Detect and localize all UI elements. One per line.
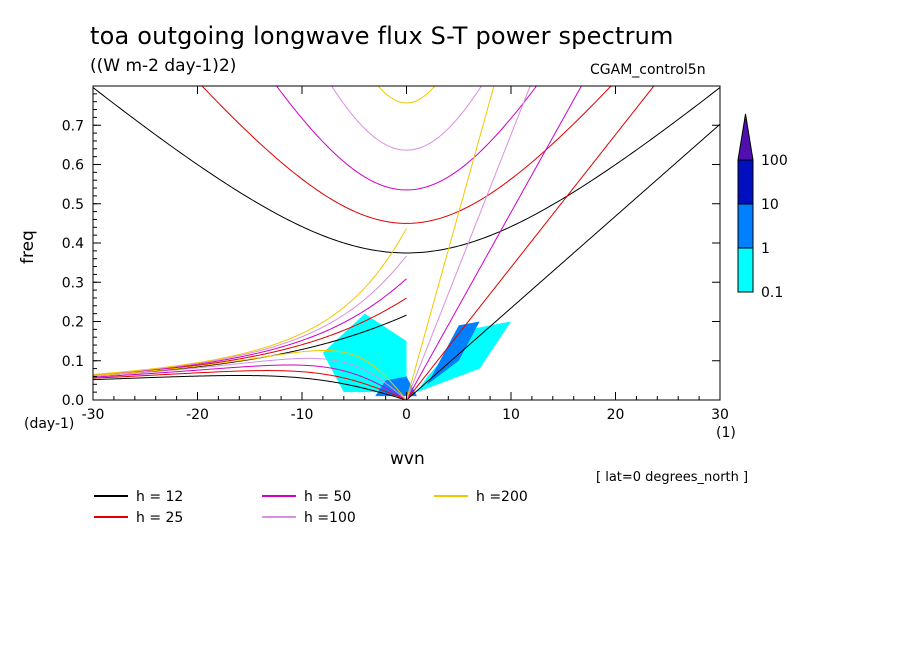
colorbar-label: 0.1 (761, 285, 783, 301)
y-tick-label: 0.1 (62, 354, 84, 370)
legend-label-h50: h = 50 (304, 489, 351, 505)
colorbar-segment-2 (737, 159, 754, 205)
dispersion-curves (93, 86, 720, 400)
y-tick-label: 0.2 (62, 315, 84, 331)
x-tick-label: -20 (186, 407, 209, 423)
y-tick-label: 0.6 (62, 158, 84, 174)
legend-label-h12: h = 12 (136, 489, 183, 505)
y-tick-label: 0.7 (62, 118, 84, 134)
legend-label-h200: h =200 (476, 489, 528, 505)
chart-units: ((W m-2 day-1)2) (90, 56, 237, 76)
y-tick-label: 0.5 (62, 197, 84, 213)
legend: h = 12 h = 25 h = 50 h =100 h =200 (94, 489, 528, 526)
kelvin-curve-h50 (406, 86, 582, 400)
colorbar: 0.1 1 10 100 (737, 113, 788, 301)
power-region-1 (416, 321, 511, 393)
colorbar-arrow (737, 113, 754, 161)
colorbar-segment-1 (737, 203, 754, 249)
x-tick-label: 20 (607, 407, 625, 423)
colorbar-label: 10 (761, 197, 779, 213)
x-axis-label: wvn (390, 449, 425, 469)
x-tick-label: -30 (82, 407, 105, 423)
kelvin-curve-h25 (406, 86, 655, 400)
plot-axes: -30 -20 -10 0 10 20 30 0.0 0.1 0.2 0.3 0.4 0.5 0.6 0.7 (62, 85, 729, 423)
kelvin-curve-h12 (406, 123, 720, 400)
rossby-curve-h12 (93, 374, 407, 400)
power-region-0 (322, 313, 407, 393)
x-tick-label: 10 (502, 407, 520, 423)
x-tick-label: -10 (291, 407, 314, 423)
rossby-curve-h25 (93, 370, 407, 400)
colorbar-label: 1 (761, 241, 770, 257)
y-tick-label: 0.0 (62, 393, 84, 409)
power-region-3 (427, 321, 480, 385)
x-axis-units: (1) (716, 425, 736, 441)
colorbar-segment-0 (737, 247, 754, 293)
latitude-note: [ lat=0 degrees_north ] (596, 470, 749, 485)
rossby-curve-h200 (93, 349, 407, 400)
legend-label-h100: h =100 (304, 510, 356, 526)
ig-curve-h200 (377, 86, 436, 104)
mrg-curve-h200 (93, 228, 407, 375)
ig-curve-h100 (330, 86, 483, 151)
x-tick-label: 30 (711, 407, 729, 423)
legend-label-h25: h = 25 (136, 510, 183, 526)
ig-curve-h25 (201, 86, 612, 224)
ig-curve-h12 (93, 87, 720, 254)
rossby-curve-h100 (93, 357, 407, 400)
x-tick-label: 0 (402, 407, 411, 423)
colorbar-label: 100 (761, 153, 788, 169)
case-name: CGAM_control5n (590, 62, 706, 78)
power-fills (322, 313, 511, 397)
rossby-curve-h50 (93, 364, 407, 400)
kelvin-curve-h200 (406, 86, 495, 400)
y-tick-label: 0.3 (62, 275, 84, 291)
kelvin-curve-h100 (406, 86, 531, 400)
y-tick-label: 0.4 (62, 236, 84, 252)
ig-curve-h50 (275, 86, 538, 191)
chart-title: toa outgoing longwave flux S-T power spe… (90, 22, 674, 50)
y-axis-units: (day-1) (24, 416, 75, 432)
